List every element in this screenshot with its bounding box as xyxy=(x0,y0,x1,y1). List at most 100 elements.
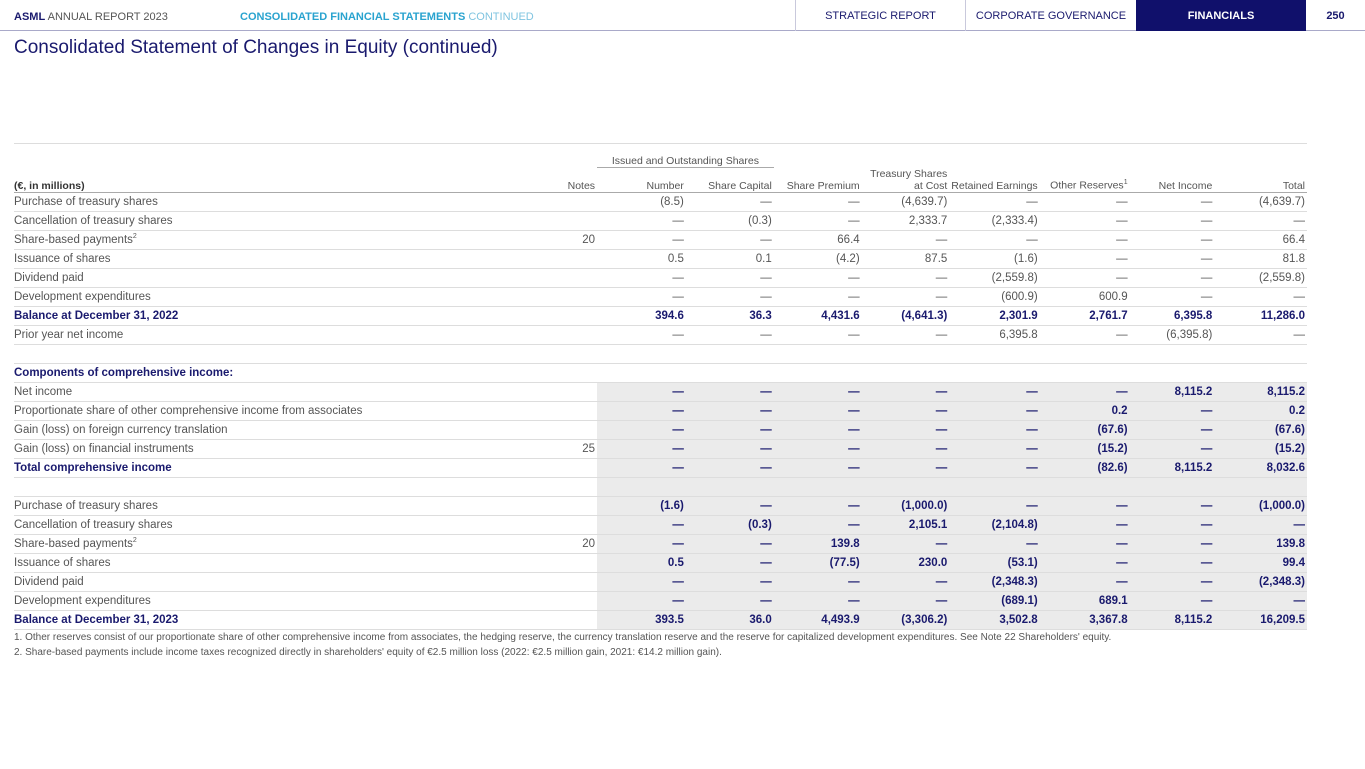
cell-value: — xyxy=(1129,211,1215,231)
section-label[interactable]: CONSOLIDATED FINANCIAL STATEMENTS CONTIN… xyxy=(240,11,534,23)
cell-value: 0.2 xyxy=(1039,401,1130,421)
col-notes: Notes xyxy=(552,167,598,193)
row-label: Components of comprehensive income: xyxy=(14,363,553,383)
cell-value: 36.0 xyxy=(685,609,774,630)
nav-strategic-report[interactable]: STRATEGIC REPORT xyxy=(795,0,965,31)
table-row: Components of comprehensive income: xyxy=(14,363,1307,383)
cell-value: — xyxy=(597,382,686,402)
cell-value: — xyxy=(597,401,686,421)
col-other-reserves: Other Reserves1 xyxy=(1039,167,1130,193)
cell-value: 139.8 xyxy=(773,534,862,554)
cell-value: 8,115.2 xyxy=(1129,382,1215,402)
table-row: Cancellation of treasury shares — (0.3) —2,… xyxy=(14,211,1307,231)
cell-value: — xyxy=(597,591,686,611)
cell-value: (2,348.3) xyxy=(1214,572,1307,592)
page-title: Consolidated Statement of Changes in Equ… xyxy=(14,37,498,58)
cell-value: — xyxy=(861,591,950,611)
row-notes xyxy=(552,591,598,611)
row-label: Cancellation of treasury shares xyxy=(14,211,553,231)
cell-value: — xyxy=(773,591,862,611)
cell-value: — xyxy=(861,420,950,440)
cell-value: — xyxy=(773,382,862,402)
cell-value: — xyxy=(685,439,774,459)
cell-value: (2,104.8) xyxy=(949,515,1040,535)
cell-value: 8,115.2 xyxy=(1129,458,1215,478)
cell-value: 3,502.8 xyxy=(949,609,1040,630)
cell-value: — xyxy=(861,268,950,288)
cell-value: — xyxy=(1129,496,1215,516)
cell-value: — xyxy=(685,192,774,212)
cell-value: — xyxy=(685,382,774,402)
nav-financials[interactable]: FINANCIALS xyxy=(1136,0,1306,31)
table-row: Issuance of shares 0.5— (77.5) 230.0 (53.1) —… xyxy=(14,553,1307,573)
cell-value: — xyxy=(1129,192,1215,212)
cell-value: — xyxy=(1129,230,1215,250)
cell-value: 393.5 xyxy=(597,609,686,630)
cell-value xyxy=(1129,363,1215,383)
cell-value: — xyxy=(773,572,862,592)
row-notes xyxy=(552,211,598,231)
cell-value: — xyxy=(861,230,950,250)
cell-value: 81.8 xyxy=(1214,249,1307,269)
cell-value: — xyxy=(685,458,774,478)
report-brand[interactable]: ASML ANNUAL REPORT 2023 xyxy=(14,11,168,23)
cell-value: — xyxy=(1129,439,1215,459)
cell-value: — xyxy=(1129,401,1215,421)
cell-value: — xyxy=(773,439,862,459)
cell-value: (82.6) xyxy=(1039,458,1130,478)
table-row: Balance at December 31, 2022 394.6 36.3 4,4… xyxy=(14,305,1307,326)
cell-value: — xyxy=(1214,211,1307,231)
table-row: Net income — — — — — —8,115.2 8,115.2 xyxy=(14,382,1307,402)
cell-value: — xyxy=(1129,287,1215,307)
cell-value: 87.5 xyxy=(861,249,950,269)
cell-value xyxy=(1039,363,1130,383)
cell-value: 2,761.7 xyxy=(1039,305,1130,326)
row-label: Cancellation of treasury shares xyxy=(14,515,553,535)
row-label: Gain (loss) on foreign currency translat… xyxy=(14,420,553,440)
cell-value: — xyxy=(1129,572,1215,592)
cell-value: — xyxy=(949,534,1040,554)
top-bar: ASML ANNUAL REPORT 2023 CONSOLIDATED FIN… xyxy=(0,0,1365,31)
row-notes xyxy=(552,305,598,326)
cell-value: (4,641.3) xyxy=(861,305,950,326)
col-retained-earnings: Retained Earnings xyxy=(949,167,1040,193)
table-row: Purchase of treasury shares (8.5) — — (4,639… xyxy=(14,192,1307,212)
cell-value xyxy=(1214,363,1307,383)
row-label: Balance at December 31, 2022 xyxy=(14,305,553,326)
cell-value: — xyxy=(1129,515,1215,535)
cell-value xyxy=(1039,477,1130,497)
table-row: Dividend paid — — — — (2,559.8) — — (2,559.8) xyxy=(14,268,1307,288)
cell-value: 8,032.6 xyxy=(1214,458,1307,478)
cell-value: — xyxy=(773,515,862,535)
cell-value: — xyxy=(949,458,1040,478)
cell-value: (15.2) xyxy=(1214,439,1307,459)
cell-value: (67.6) xyxy=(1214,420,1307,440)
cell-value: — xyxy=(949,439,1040,459)
cell-value: — xyxy=(597,287,686,307)
footnotes: 1. Other reserves consist of our proport… xyxy=(14,630,1111,660)
cell-value: — xyxy=(597,534,686,554)
row-label: Share-based payments2 xyxy=(14,230,553,250)
col-total: Total xyxy=(1214,167,1307,193)
row-notes: 20 xyxy=(552,534,598,554)
cell-value: — xyxy=(1129,420,1215,440)
row-label: Gain (loss) on financial instruments xyxy=(14,439,553,459)
cell-value: 0.5 xyxy=(597,249,686,269)
cell-value: — xyxy=(1214,287,1307,307)
cell-value: — xyxy=(685,534,774,554)
row-label xyxy=(14,477,553,497)
cell-value: — xyxy=(773,268,862,288)
cell-value: 0.5 xyxy=(597,553,686,573)
table-row: Balance at December 31, 2023 393.5 36.0 4,4… xyxy=(14,609,1307,630)
cell-value: 8,115.2 xyxy=(1129,609,1215,630)
cell-value: — xyxy=(773,458,862,478)
cell-value: — xyxy=(685,268,774,288)
table-row: Cancellation of treasury shares — (0.3) —2,… xyxy=(14,515,1307,535)
nav-corporate-governance[interactable]: CORPORATE GOVERNANCE xyxy=(965,0,1136,31)
cell-value: — xyxy=(773,325,862,345)
equity-table: Issued and Outstanding Shares (€, in mil… xyxy=(14,143,1307,630)
cell-value: — xyxy=(773,192,862,212)
row-label: Purchase of treasury shares xyxy=(14,496,553,516)
table-row: Issuance of shares 0.5 0.1 (4.2) 87.5 (1.6) — —… xyxy=(14,249,1307,269)
cell-value: (4.2) xyxy=(773,249,862,269)
